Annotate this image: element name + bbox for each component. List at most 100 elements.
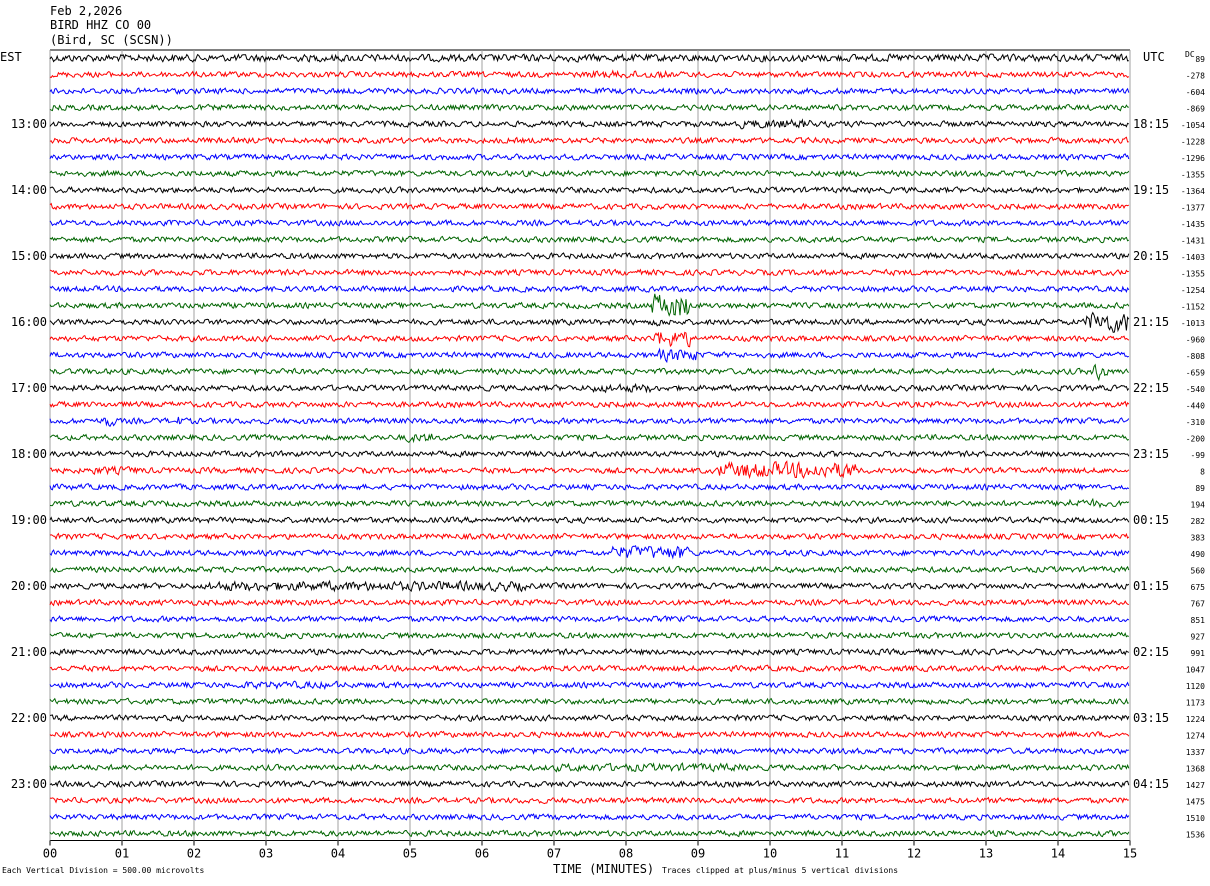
seismic-trace <box>49 565 1130 574</box>
seismic-trace <box>49 697 1129 706</box>
dc-offset-label: 1274 <box>1186 732 1205 741</box>
seismic-trace <box>49 153 1130 161</box>
dc-offset-label: -869 <box>1186 105 1205 114</box>
header-station: BIRD HHZ CO 00 <box>50 18 152 32</box>
dc-offset-label: 89 <box>1195 484 1205 493</box>
right-hour-label: 22:15 <box>1133 381 1169 395</box>
x-tick-label: 04 <box>331 847 345 861</box>
left-hour-label: 17:00 <box>11 381 47 395</box>
seismic-trace <box>49 331 1130 348</box>
seismic-trace <box>49 347 1130 364</box>
left-hour-label: 19:00 <box>11 513 47 527</box>
seismic-trace <box>49 545 1130 560</box>
x-tick-label: 15 <box>1123 847 1137 861</box>
seismic-trace <box>49 680 1130 691</box>
dc-offset-label: 1368 <box>1186 765 1205 774</box>
seismic-trace <box>49 796 1129 805</box>
header-date: Feb 2,2026 <box>50 4 123 18</box>
seismic-trace <box>49 598 1129 607</box>
seismic-trace <box>49 483 1130 491</box>
x-tick-label: 07 <box>547 847 561 861</box>
left-hour-label: 18:00 <box>11 447 47 461</box>
dc-offset-label: 1224 <box>1186 715 1205 724</box>
dc-offset-label: -1431 <box>1181 237 1205 246</box>
seismic-trace <box>49 664 1130 673</box>
left-hour-label: 22:00 <box>11 711 47 725</box>
dc-offset-label: 383 <box>1191 534 1206 543</box>
dc-offset-label: 89 <box>1195 55 1205 64</box>
dc-offset-label: -278 <box>1186 72 1205 81</box>
seismic-trace <box>49 202 1130 211</box>
seismic-trace <box>49 648 1130 656</box>
seismic-trace <box>49 416 1130 428</box>
dc-offset-label: -1013 <box>1181 319 1205 328</box>
dc-offset-label: -310 <box>1186 418 1205 427</box>
dc-offset-label: -1435 <box>1181 220 1205 229</box>
dc-offset-label: -1355 <box>1181 270 1205 279</box>
seismic-trace <box>49 747 1129 755</box>
right-hour-label: 02:15 <box>1133 645 1169 659</box>
dc-offset-label: 282 <box>1191 517 1206 526</box>
seismic-trace <box>49 532 1130 541</box>
right-hour-label: 23:15 <box>1133 447 1169 461</box>
dc-offset-label: 1173 <box>1186 699 1205 708</box>
x-tick-label: 00 <box>43 847 57 861</box>
seismic-trace <box>49 103 1129 112</box>
dc-offset-label: -1355 <box>1181 171 1205 180</box>
dc-offset-label: 560 <box>1191 567 1206 576</box>
timezone-right-label: UTC <box>1143 50 1165 64</box>
x-axis-label: TIME (MINUTES) <box>553 862 655 876</box>
dc-offset-label: 927 <box>1191 633 1206 642</box>
x-tick-label: 08 <box>619 847 633 861</box>
seismic-trace <box>49 53 1129 63</box>
dc-offset-label: -1364 <box>1181 187 1205 196</box>
dc-offset-label: 1120 <box>1186 682 1205 691</box>
seismic-trace <box>49 400 1130 409</box>
right-hour-label: 03:15 <box>1133 711 1169 725</box>
dc-offset-label: 1337 <box>1186 748 1205 757</box>
right-hour-label: 00:15 <box>1133 513 1169 527</box>
left-hour-label: 15:00 <box>11 249 47 263</box>
x-tick-label: 02 <box>187 847 201 861</box>
dc-offset-label: -808 <box>1186 352 1205 361</box>
dc-offset-label: 1536 <box>1186 831 1205 840</box>
dc-offset-label: 194 <box>1191 501 1206 510</box>
seismic-trace <box>49 460 1130 480</box>
x-tick-label: 01 <box>115 847 129 861</box>
dc-offset-label: -540 <box>1186 385 1205 394</box>
seismic-trace <box>49 363 1130 382</box>
dc-offset-label: 767 <box>1191 600 1206 609</box>
dc-offset-label: -440 <box>1186 402 1205 411</box>
seismic-trace <box>49 252 1130 260</box>
dc-offset-label: 851 <box>1191 616 1206 625</box>
left-hour-label: 23:00 <box>11 777 47 791</box>
x-tick-label: 03 <box>259 847 273 861</box>
dc-offset-label: -1054 <box>1181 121 1205 130</box>
dc-offset-label: 490 <box>1191 550 1206 559</box>
dc-offset-label: -99 <box>1191 451 1206 460</box>
x-tick-label: 13 <box>979 847 993 861</box>
seismic-trace <box>49 169 1130 178</box>
header-location: (Bird, SC (SCSN)) <box>50 33 173 47</box>
seismic-trace <box>49 293 1130 317</box>
left-hour-label: 14:00 <box>11 183 47 197</box>
right-hour-label: 04:15 <box>1133 777 1169 791</box>
dc-offset-label: 1475 <box>1186 798 1205 807</box>
right-hour-label: 18:15 <box>1133 117 1169 131</box>
seismic-trace <box>49 186 1130 194</box>
right-hour-label: 19:15 <box>1133 183 1169 197</box>
right-hour-label: 20:15 <box>1133 249 1169 263</box>
dc-offset-label: -1296 <box>1181 154 1205 163</box>
dc-offset-label: -604 <box>1186 88 1205 97</box>
dc-offset-label: 8 <box>1200 468 1205 477</box>
dc-offset-label: 1510 <box>1186 814 1205 823</box>
dc-offset-label: -960 <box>1186 336 1205 345</box>
footer-division-note: Each Vertical Division = 500.00 microvol… <box>2 866 205 875</box>
seismic-trace <box>49 311 1130 333</box>
seismic-trace <box>49 433 1130 444</box>
footer-clip-note: Traces clipped at plus/minus 5 vertical … <box>662 866 899 875</box>
dc-offset-label: -1403 <box>1181 253 1205 262</box>
x-tick-label: 10 <box>763 847 777 861</box>
dc-offset-label: -200 <box>1186 435 1205 444</box>
right-hour-label: 21:15 <box>1133 315 1169 329</box>
